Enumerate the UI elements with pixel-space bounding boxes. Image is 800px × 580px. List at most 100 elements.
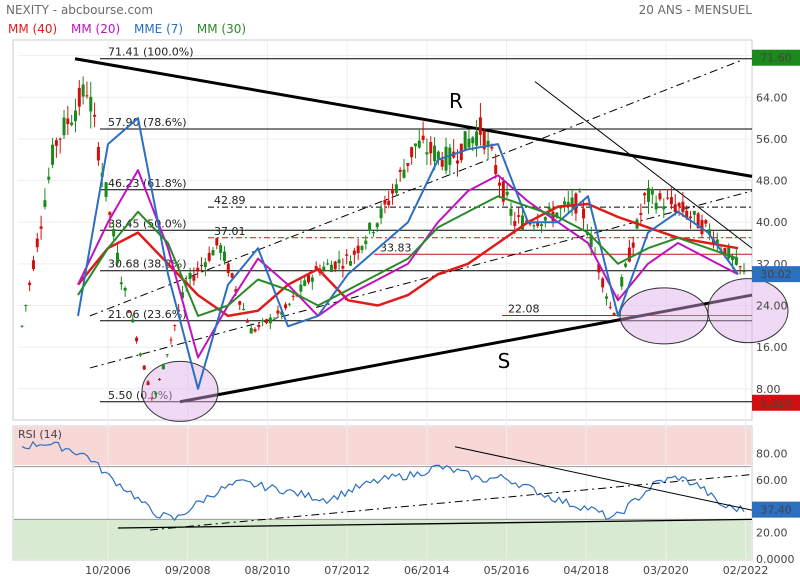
candle-body <box>192 275 196 281</box>
fib-label: 21.06 (23.6%) <box>108 308 187 321</box>
candle-body <box>242 308 246 310</box>
trend-line <box>534 81 753 249</box>
time-tick-label: 03/2020 <box>643 564 689 577</box>
time-tick-label: 02/2022 <box>723 564 769 577</box>
candle-body <box>364 240 368 245</box>
candle-body <box>238 301 242 305</box>
candle-body <box>620 277 624 287</box>
fibonacci-levels: 71.41 (100.0%) 57.90 (78.6%) 46.23 (61.8%)… <box>100 46 752 403</box>
candle-body <box>643 193 647 196</box>
price-tick-label: 16.00 <box>756 341 788 354</box>
candle-body <box>211 250 215 256</box>
rsi-badge <box>752 501 800 518</box>
resistance-label: R <box>449 89 463 113</box>
time-tick-label: 05/2016 <box>484 564 530 577</box>
candle-body <box>700 219 704 235</box>
fib-label: 5.50 (0.0%) <box>108 389 173 402</box>
candle-body <box>89 96 93 112</box>
candle-body <box>417 140 421 148</box>
candle-body <box>627 247 631 262</box>
candle-body <box>112 229 116 237</box>
ma-line-2 <box>77 117 739 390</box>
candle-body <box>108 212 112 215</box>
candle-body <box>70 122 74 126</box>
price-level-label: 22.08 <box>508 302 540 315</box>
candle-body <box>31 260 35 270</box>
candle-body <box>639 213 643 215</box>
candle-body <box>307 275 311 283</box>
time-tick-label: 04/2018 <box>563 564 609 577</box>
candle-body <box>704 220 708 224</box>
rsi-oversold-zone <box>14 519 751 559</box>
candle-body <box>436 151 440 159</box>
price-level-label: 42.89 <box>214 194 246 207</box>
candle-body <box>505 191 509 196</box>
candle-body <box>146 381 150 385</box>
candle-body <box>475 131 479 146</box>
candle-body <box>731 256 735 261</box>
candle-body <box>566 201 570 206</box>
candle-body <box>559 207 563 209</box>
price-tick-label: 48.00 <box>756 175 788 188</box>
candle-body <box>291 295 295 297</box>
candle-body <box>349 261 353 266</box>
candle-body <box>501 181 505 202</box>
candle-body <box>261 320 265 322</box>
price-badge <box>752 49 800 66</box>
candle-body <box>58 138 62 140</box>
rsi-overbought-zone <box>14 427 751 465</box>
rsi-line <box>21 440 745 522</box>
price-badge-label: 5.310 <box>760 397 792 410</box>
price-badge-label: 30.02 <box>760 268 792 281</box>
candle-body <box>154 392 158 395</box>
candle-body <box>24 305 28 307</box>
candle-body <box>520 215 524 230</box>
trend-line <box>89 60 741 317</box>
chart-title: NEXITY - abcbourse.com <box>6 3 154 17</box>
candle-body <box>28 282 32 286</box>
trend-line <box>179 293 753 404</box>
candle-body <box>597 264 601 273</box>
legend-mme7: MME (7) <box>133 22 184 36</box>
candle-body <box>413 143 417 147</box>
candle-body <box>314 266 318 269</box>
candle-body <box>135 337 139 342</box>
candle-body <box>352 250 356 255</box>
candle-body <box>264 319 268 323</box>
candle-body <box>509 208 513 216</box>
candle-body <box>658 193 662 200</box>
candle-body <box>62 117 66 136</box>
candle-body <box>322 266 326 271</box>
candle-body <box>410 147 414 158</box>
price-badge <box>752 266 800 283</box>
candle-body <box>51 144 55 165</box>
candle-body <box>310 277 314 282</box>
time-tick-label: 08/2010 <box>245 564 291 577</box>
candle-body <box>482 131 486 150</box>
grid-lines <box>18 40 752 559</box>
candle-body <box>738 266 742 268</box>
candle-body <box>440 159 444 167</box>
candle-body <box>207 252 211 261</box>
candle-body <box>47 176 51 180</box>
rsi-tick-label: 80.00 <box>756 447 788 460</box>
candle-body <box>303 280 307 286</box>
candle-body <box>245 320 249 323</box>
candle-body <box>429 141 433 154</box>
price-badge <box>752 394 800 411</box>
time-tick-label: 07/2012 <box>324 564 370 577</box>
candle-body <box>368 222 372 231</box>
price-badge-label: 71.60 <box>760 52 792 65</box>
candle-body <box>498 182 502 186</box>
candle-body <box>444 146 448 171</box>
price-level-label: 33.83 <box>380 241 412 254</box>
candle-body <box>257 324 261 328</box>
candle-body <box>570 197 574 208</box>
legend-mm40: MM (40) <box>8 22 58 36</box>
candle-body <box>249 328 253 334</box>
candle-body <box>391 189 395 194</box>
time-tick-label: 10/2006 <box>85 564 131 577</box>
moving-averages <box>77 117 739 390</box>
candle-body <box>612 313 616 315</box>
candle-body <box>646 188 650 202</box>
